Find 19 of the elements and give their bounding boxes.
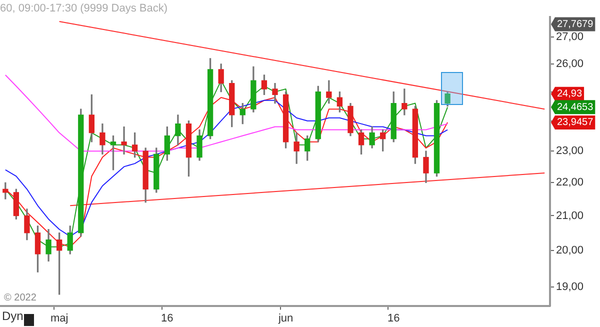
annotation: © 2022 bbox=[4, 292, 37, 304]
y-tick-label: 27,00 bbox=[556, 31, 584, 44]
text: Dyn bbox=[2, 309, 24, 324]
x-tick-label: jun bbox=[277, 312, 294, 324]
text: 24,93 bbox=[557, 88, 582, 100]
y-tick-label: 26,00 bbox=[556, 58, 584, 70]
candlestick bbox=[121, 126, 127, 155]
y-tick-label: 20,00 bbox=[556, 244, 584, 256]
y-tick-label: 22,00 bbox=[556, 176, 584, 189]
text: 27,7679 bbox=[557, 18, 594, 30]
text: 23,9457 bbox=[557, 117, 594, 128]
y-tick-label: 21,00 bbox=[556, 210, 584, 222]
y-tick-label: 23,00 bbox=[556, 145, 584, 158]
x-tick-label: 16 bbox=[161, 312, 174, 324]
chart-title: 60, 09:00-17:30 (9999 Days Back) bbox=[0, 2, 168, 15]
x-tick-label: maj bbox=[50, 312, 68, 324]
text: 24,4653 bbox=[557, 102, 594, 113]
x-tick-label: 16 bbox=[388, 312, 400, 324]
y-tick-label: 19,00 bbox=[556, 280, 584, 293]
